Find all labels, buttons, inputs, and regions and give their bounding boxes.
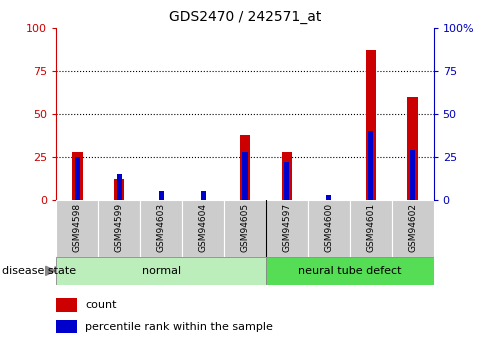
Text: GSM94601: GSM94601 bbox=[366, 203, 375, 252]
Bar bbox=[117, 174, 122, 200]
Bar bbox=[408, 97, 418, 200]
FancyBboxPatch shape bbox=[224, 200, 266, 257]
Text: GSM94604: GSM94604 bbox=[198, 203, 208, 252]
Bar bbox=[366, 50, 376, 200]
FancyBboxPatch shape bbox=[98, 200, 140, 257]
Text: count: count bbox=[85, 300, 117, 310]
FancyBboxPatch shape bbox=[56, 200, 98, 257]
Bar bbox=[326, 195, 331, 200]
Text: GSM94600: GSM94600 bbox=[324, 203, 333, 252]
FancyBboxPatch shape bbox=[266, 200, 308, 257]
FancyBboxPatch shape bbox=[350, 200, 392, 257]
Text: percentile rank within the sample: percentile rank within the sample bbox=[85, 322, 273, 332]
Bar bbox=[200, 191, 206, 200]
Text: disease state: disease state bbox=[2, 266, 76, 276]
FancyBboxPatch shape bbox=[140, 200, 182, 257]
Bar bbox=[159, 191, 164, 200]
Bar bbox=[240, 135, 250, 200]
Bar bbox=[72, 152, 82, 200]
Text: GSM94605: GSM94605 bbox=[241, 203, 249, 252]
Bar bbox=[368, 131, 373, 200]
Text: GSM94597: GSM94597 bbox=[282, 203, 292, 252]
Text: GSM94599: GSM94599 bbox=[115, 203, 124, 252]
Polygon shape bbox=[46, 266, 55, 275]
Bar bbox=[282, 152, 292, 200]
FancyBboxPatch shape bbox=[308, 200, 350, 257]
Text: GSM94602: GSM94602 bbox=[408, 203, 417, 252]
Bar bbox=[243, 152, 247, 200]
Bar bbox=[410, 150, 415, 200]
Text: GSM94598: GSM94598 bbox=[73, 203, 82, 252]
FancyBboxPatch shape bbox=[182, 200, 224, 257]
Text: normal: normal bbox=[142, 266, 181, 276]
Bar bbox=[56, 320, 77, 333]
FancyBboxPatch shape bbox=[392, 200, 434, 257]
Bar bbox=[114, 179, 124, 200]
Text: GSM94603: GSM94603 bbox=[157, 203, 166, 252]
Bar bbox=[75, 157, 80, 200]
FancyBboxPatch shape bbox=[56, 257, 266, 285]
Bar bbox=[56, 298, 77, 312]
Text: neural tube defect: neural tube defect bbox=[298, 266, 402, 276]
Title: GDS2470 / 242571_at: GDS2470 / 242571_at bbox=[169, 10, 321, 24]
Bar bbox=[284, 162, 290, 200]
FancyBboxPatch shape bbox=[266, 257, 434, 285]
